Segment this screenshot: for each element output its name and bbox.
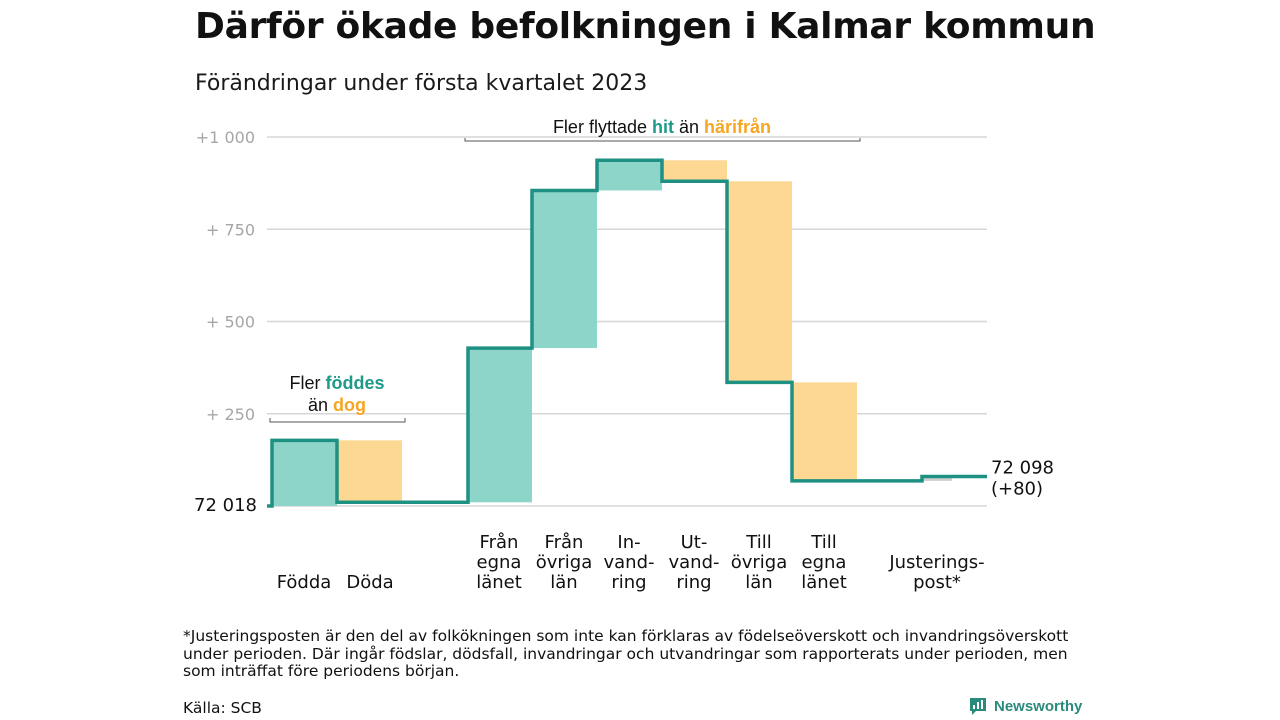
annotation-births-bracket <box>269 418 406 423</box>
bar-3 <box>468 348 532 503</box>
annotation-part: än <box>674 117 704 137</box>
annotation-part: än <box>308 395 333 415</box>
bar-2 <box>337 440 402 503</box>
category-label-line: egna <box>477 552 522 573</box>
cumulative-step-line <box>267 158 987 508</box>
bar-9 <box>922 476 952 481</box>
annotation-migration-bracket <box>464 138 861 142</box>
category-label-line: Till <box>745 532 771 553</box>
source-note: Källa: SCB <box>183 699 262 717</box>
category-label-line: Till <box>810 532 836 553</box>
brand-logo: Newsworthy <box>968 696 1082 716</box>
category-label-line: ring <box>676 572 711 593</box>
category-label-line: övriga <box>536 552 593 573</box>
category-label-line: vand- <box>668 552 719 573</box>
category-label: Från övriga län <box>536 532 593 593</box>
category-label-line: post* <box>913 572 961 593</box>
y-tick-label: +1 000 <box>196 128 255 147</box>
category-label-line: egna <box>802 552 847 573</box>
bar-6 <box>662 160 727 182</box>
chart-subtitle: Förändringar under första kvartalet 2023 <box>195 71 648 96</box>
annotation-part: härifrån <box>704 117 771 137</box>
category-label: In-vand-ring <box>603 532 654 593</box>
category-label-line: Från <box>545 532 584 553</box>
category-label-line: Döda <box>346 572 393 593</box>
bar-1 <box>272 440 337 506</box>
category-label-line: övriga <box>731 552 788 573</box>
annotation-part: hit <box>652 117 674 137</box>
bar-7 <box>727 181 792 383</box>
y-tick-label: + 750 <box>206 220 255 239</box>
annotation-part: dog <box>333 395 366 415</box>
category-label-line: Ut- <box>681 532 708 553</box>
footnote: *Justeringsposten är den del av folkökni… <box>183 627 1069 680</box>
end-change-label: (+80) <box>991 478 1043 499</box>
brand-name: Newsworthy <box>994 697 1083 715</box>
category-label-line: vand- <box>603 552 654 573</box>
category-label: Justerings-post* <box>888 552 984 593</box>
bar-5 <box>597 160 662 191</box>
y-tick-label: + 500 <box>206 313 255 332</box>
category-label: Födda <box>277 572 332 593</box>
category-label: Till övriga län <box>731 532 788 593</box>
annotation-births-line2: än dog <box>308 395 366 415</box>
start-value-label: 72 018 <box>194 495 257 516</box>
category-label: Till egna länet <box>801 532 847 593</box>
category-label-line: ring <box>611 572 646 593</box>
category-label-line: länet <box>801 572 847 593</box>
annotation-part: Fler <box>289 373 325 393</box>
category-label-line: Justerings- <box>888 552 984 573</box>
newsworthy-icon <box>970 698 986 715</box>
category-label-line: länet <box>476 572 522 593</box>
bar-8 <box>792 382 857 481</box>
category-label-line: In- <box>617 532 640 553</box>
bar-4 <box>532 190 597 349</box>
annotation-births-line1: Fler föddes <box>289 373 384 393</box>
category-label-line: Födda <box>277 572 332 593</box>
annotation-part: föddes <box>325 373 384 393</box>
annotation-part: Fler flyttade <box>553 117 652 137</box>
category-label-line: län <box>550 572 577 593</box>
annotation-migration: Fler flyttade hit än härifrån <box>553 117 771 137</box>
end-value-label: 72 098 <box>991 457 1054 478</box>
chart-title: Därför ökade befolkningen i Kalmar kommu… <box>195 6 1096 47</box>
category-label: Ut-vand-ring <box>668 532 719 593</box>
y-tick-label: + 250 <box>206 405 255 424</box>
category-label-line: Från <box>480 532 519 553</box>
category-label: Från egna länet <box>476 532 522 593</box>
category-label-line: län <box>745 572 772 593</box>
category-label: Döda <box>346 572 393 593</box>
